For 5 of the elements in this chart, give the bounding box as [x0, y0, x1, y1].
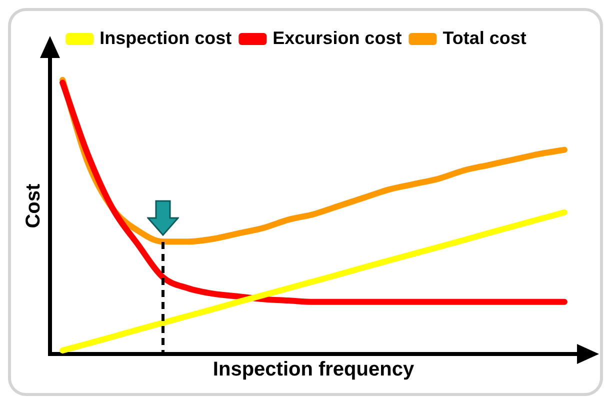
legend-label: Inspection cost — [100, 28, 232, 48]
legend-label: Total cost — [442, 28, 526, 48]
legend-label: Excursion cost — [272, 28, 402, 48]
x-axis-title: Inspection frequency — [212, 358, 415, 381]
y-axis-title: Cost — [22, 183, 45, 228]
